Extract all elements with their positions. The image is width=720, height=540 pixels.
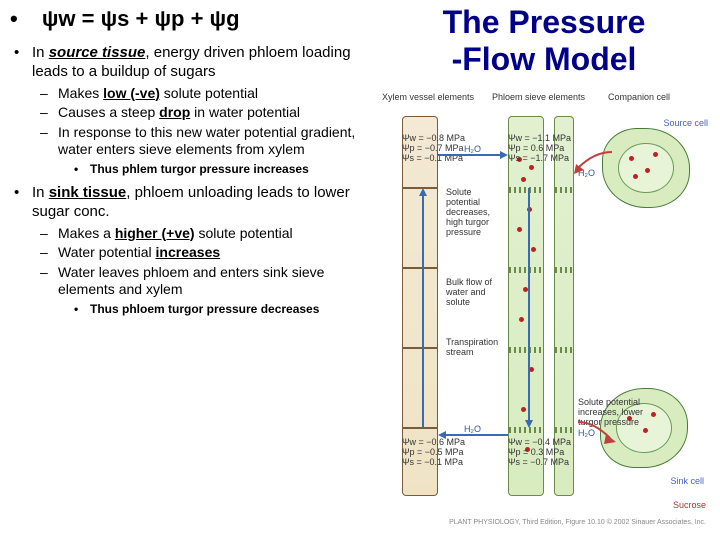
psi-phloem-top: Ψw = −1.1 MPa Ψp = 0.6 MPa Ψs = −1.7 MPa xyxy=(508,134,571,164)
label-sucrose: Sucrose xyxy=(673,500,706,510)
s1a-key: low (-ve) xyxy=(103,85,160,101)
s1b-key: drop xyxy=(159,104,190,120)
text-column: • ψw = ψs + ψp + ψg In source tissue, en… xyxy=(8,6,376,316)
s1b-post: in water potential xyxy=(190,104,300,120)
label-companion: Companion cell xyxy=(608,92,670,102)
sub-low-solute: Makes low (-ve) solute potential xyxy=(52,85,376,102)
s1a-post: solute potential xyxy=(160,85,258,101)
b2-pre: In xyxy=(32,184,49,201)
label-sink-cell: Sink cell xyxy=(670,476,704,486)
s2a-post: solute potential xyxy=(195,225,293,241)
page-title: The Pressure -Flow Model xyxy=(378,4,710,78)
b1-pre: In xyxy=(32,44,49,61)
pressure-flow-diagram: Xylem vessel elements Phloem sieve eleme… xyxy=(378,88,710,530)
label-xylem: Xylem vessel elements xyxy=(382,92,474,102)
arrow-sucrose-in xyxy=(574,148,614,176)
s1a-pre: Makes xyxy=(58,85,103,101)
label-source-cell: Source cell xyxy=(663,118,708,128)
psi-phloem-bot: Ψw = −0.4 MPa Ψp = 0.3 MPa Ψs = −0.7 MPa xyxy=(508,438,571,468)
b1-key: source tissue xyxy=(49,44,146,61)
subsub-turgor-decrease: Thus phloem turgor pressure decreases xyxy=(86,302,376,316)
s1b-pre: Causes a steep xyxy=(58,104,159,120)
psi-xylem-bot: Ψw = −0.6 MPa Ψp = −0.5 MPa Ψs = −0.1 MP… xyxy=(402,438,465,468)
label-solute-decrease: Solute potential decreases, high turgor … xyxy=(446,188,504,237)
equation-text: ψw = ψs + ψp + ψg xyxy=(42,6,240,31)
arrow-transpiration-up xyxy=(416,188,430,428)
title-line-1: The Pressure xyxy=(378,4,710,41)
arrow-h2o-to-phloem xyxy=(438,148,508,162)
subsub-turgor-increase: Thus phlem turgor pressure increases xyxy=(86,162,376,176)
label-transpiration: Transpiration stream xyxy=(446,338,504,358)
bullet-source-tissue: In source tissue, energy driven phloem l… xyxy=(28,44,376,82)
source-cell-inner xyxy=(618,143,673,193)
sub-wp-increases: Water potential increases xyxy=(52,244,376,261)
sub-water-leaves: Water leaves phloem and enters sink siev… xyxy=(52,264,376,298)
source-cell xyxy=(602,128,690,208)
label-bulk-flow: Bulk flow of water and solute xyxy=(446,278,504,308)
s2a-key: higher (+ve) xyxy=(115,225,195,241)
water-potential-equation: • ψw = ψs + ψp + ψg xyxy=(8,6,376,32)
arrow-h2o-to-xylem xyxy=(438,428,508,442)
arrow-sucrose-out xyxy=(574,418,614,446)
sub-water-enters: In response to this new water potential … xyxy=(52,124,376,158)
title-line-2: -Flow Model xyxy=(378,41,710,78)
arrow-bulk-flow-down xyxy=(522,188,536,428)
s2b-pre: Water potential xyxy=(58,244,156,260)
label-phloem: Phloem sieve elements xyxy=(492,92,585,102)
s2b-key: increases xyxy=(156,244,221,260)
bullet-sink-tissue: In sink tissue, phloem unloading leads t… xyxy=(28,184,376,222)
s2a-pre: Makes a xyxy=(58,225,115,241)
figure-credit: PLANT PHYSIOLOGY, Third Edition, Figure … xyxy=(449,519,706,526)
sub-higher-solute: Makes a higher (+ve) solute potential xyxy=(52,225,376,242)
sub-drop: Causes a steep drop in water potential xyxy=(52,104,376,121)
b2-key: sink tissue xyxy=(49,184,127,201)
